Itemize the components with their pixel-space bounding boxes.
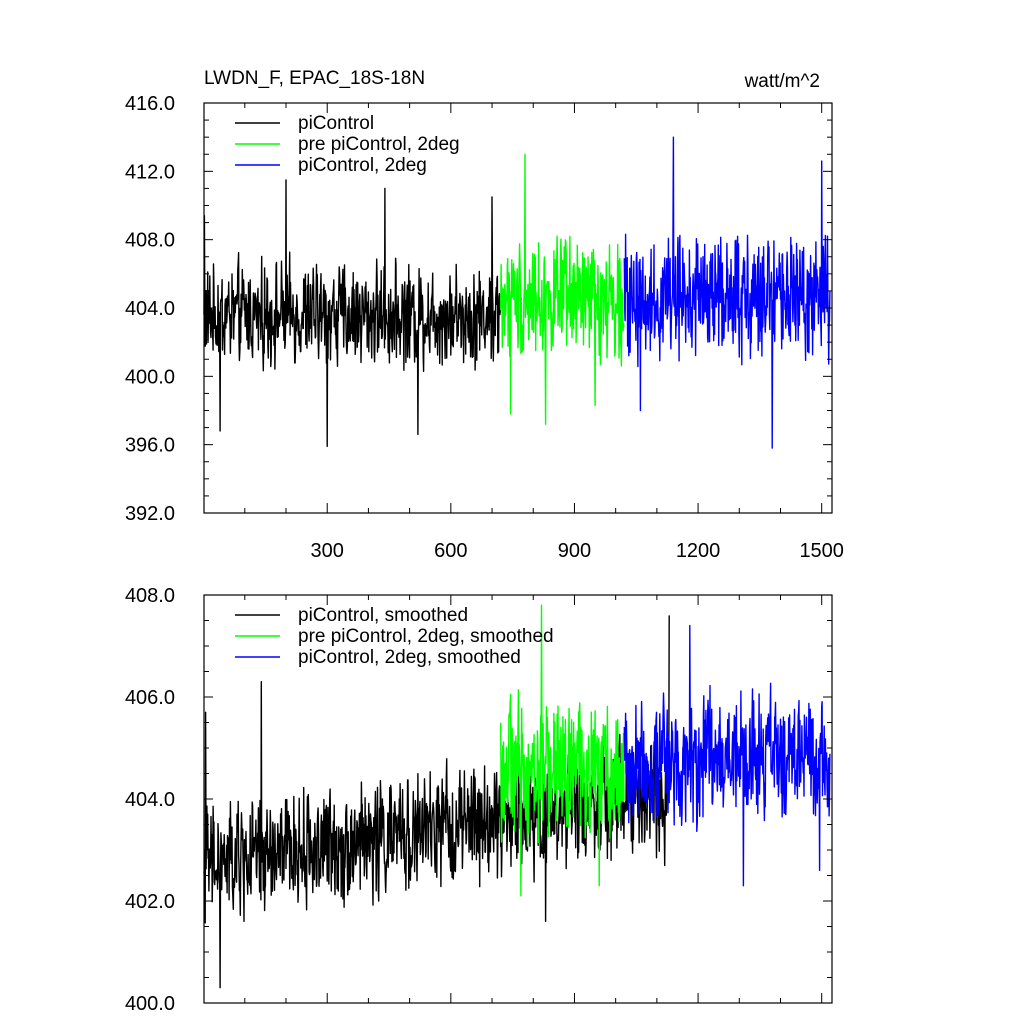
series-line [203,179,501,448]
series-line [203,615,670,989]
y-tick-label: 408.0 [125,230,175,252]
chart-title: LWDN_F, EPAC_18S-18N [204,68,425,89]
y-tick-label: 412.0 [125,161,175,183]
panel-bottom: 400.0 402.0 404.0 406.0 408.0 piControl, smoo… [125,585,833,1015]
y-tick-label: 396.0 [125,435,175,457]
panel-top: LWDN_F, EPAC_18S-18N watt/m^2 392.0 396.0… [125,68,844,562]
legend-label: pre piControl, 2deg, smoothed [298,626,554,647]
series-line [623,624,831,887]
y-tick-label: 400.0 [125,366,175,388]
legend-label: piControl [298,113,374,134]
y-tick-label: 408.0 [125,585,175,607]
legend-label: piControl, smoothed [298,605,468,626]
series-line [500,604,625,897]
x-tick-label: 600 [434,540,467,562]
series-line [623,136,831,449]
y-tick-label: 402.0 [125,891,175,913]
x-tick-label: 1200 [676,540,721,562]
legend-label: piControl, 2deg, smoothed [298,647,521,668]
legend-label: pre piControl, 2deg [298,134,460,155]
x-tick-label: 300 [311,540,344,562]
x-tick-label: 1500 [799,540,844,562]
y-tick-label: 404.0 [125,298,175,320]
x-tick-label: 900 [558,540,591,562]
y-tick-label: 404.0 [125,789,175,811]
y-tick-label: 406.0 [125,687,175,709]
y-tick-label: 416.0 [125,93,175,115]
series-line [500,153,625,425]
legend-label: piControl, 2deg [298,155,427,176]
units-label: watt/m^2 [744,71,820,92]
y-tick-label: 400.0 [125,993,175,1015]
y-tick-label: 392.0 [125,503,175,525]
